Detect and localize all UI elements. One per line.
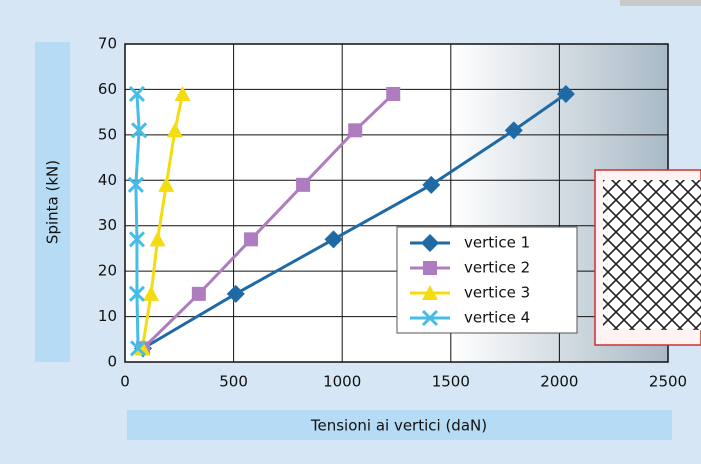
legend-label: vertice 4 [464,309,530,327]
legend-label: vertice 2 [464,259,530,277]
x-tick-label: 1000 [323,373,361,391]
y-tick-label: 60 [98,80,117,98]
y-tick-label: 20 [98,262,117,280]
x-axis-label: Tensioni ai vertici (daN) [310,417,487,435]
chart: Spinta (kN) Tensioni ai vertici (daN) ve… [0,0,701,464]
photo-corner [620,0,701,6]
legend-label: vertice 1 [464,234,530,252]
x-tick-label: 2500 [649,373,687,391]
y-tick-label: 0 [107,353,117,371]
y-tick-label: 30 [98,216,117,234]
x-tick-label: 500 [219,373,248,391]
legend-label: vertice 3 [464,284,530,302]
y-tick-label: 50 [98,125,117,143]
marker [296,178,310,192]
inset-mesh [603,180,701,330]
x-tick-label: 1500 [432,373,470,391]
y-tick-label: 40 [98,171,117,189]
marker [423,261,437,275]
marker [192,287,206,301]
marker [348,123,362,137]
x-tick-label: 0 [120,373,130,391]
y-tick-label: 70 [98,35,117,53]
marker [244,232,258,246]
marker [386,87,400,101]
y-tick-label: 10 [98,307,117,325]
y-axis-label: Spinta (kN) [44,160,62,244]
x-tick-label: 2000 [540,373,578,391]
